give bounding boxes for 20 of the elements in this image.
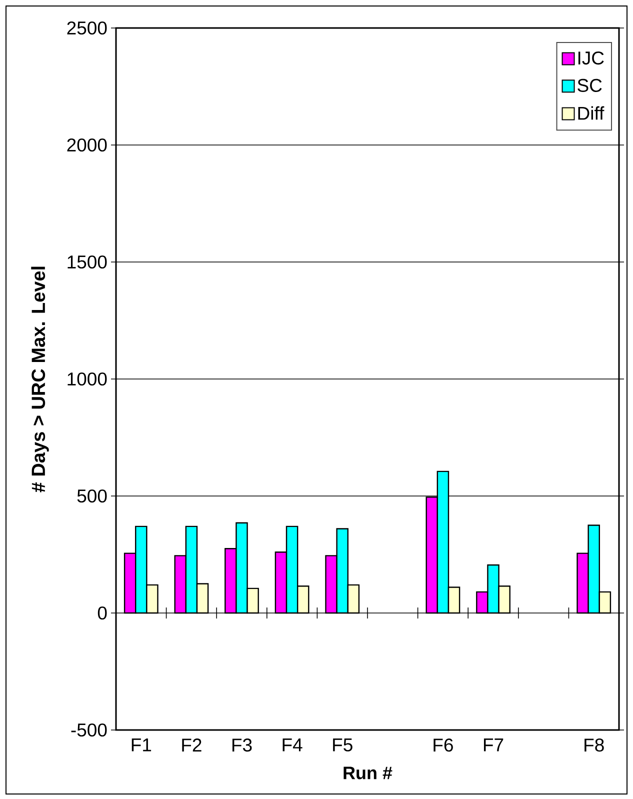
y-tick-label: 500 xyxy=(77,489,107,503)
x-axis-title: Run # xyxy=(344,766,392,780)
y-tick-label: 0 xyxy=(98,606,107,620)
y-tick-label: -500 xyxy=(71,723,107,737)
y-tick-label: 1000 xyxy=(68,372,107,386)
legend-label: IJC xyxy=(578,51,604,65)
x-tick-label: F8 xyxy=(584,738,604,752)
legend-label: Diff xyxy=(578,106,604,120)
y-tick-label: 2500 xyxy=(67,21,107,35)
y-axis-title: # Days > URC Max. Level xyxy=(31,266,49,492)
x-tick-label: F1 xyxy=(132,738,152,752)
x-tick-label: F5 xyxy=(333,738,352,752)
y-tick-label: 1500 xyxy=(68,255,107,269)
x-tick-label: F6 xyxy=(434,738,453,752)
x-tick-label: F4 xyxy=(282,738,302,752)
x-tick-label: F2 xyxy=(182,738,202,752)
legend-label: SC xyxy=(578,78,602,92)
x-tick-label: F7 xyxy=(484,738,504,752)
x-tick-label: F3 xyxy=(232,738,252,752)
y-tick-label: 2000 xyxy=(67,138,107,152)
